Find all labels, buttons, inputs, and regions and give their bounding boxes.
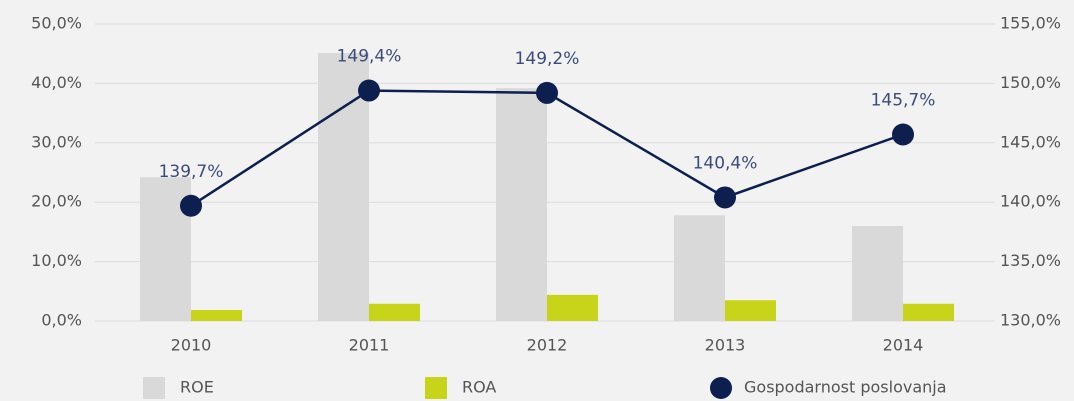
data-label: 139,7%: [159, 162, 224, 182]
y-tick-label: 20,0%: [31, 192, 82, 211]
y2-tick-label: 145,0%: [1000, 132, 1061, 151]
y-tick-label: 30,0%: [31, 132, 82, 151]
point: [358, 79, 380, 102]
x-tick-label: 2012: [527, 336, 568, 355]
y-tick-label: 0,0%: [41, 311, 82, 330]
bar: [903, 303, 954, 321]
y-tick-label: 10,0%: [31, 251, 82, 270]
data-label: 149,2%: [515, 49, 580, 69]
data-label: 149,4%: [337, 47, 402, 67]
x-tick-label: 2010: [171, 336, 212, 355]
point: [536, 81, 558, 104]
legend-marker: [710, 377, 732, 399]
x-tick-label: 2014: [883, 336, 924, 355]
x-tick-label: 2011: [349, 336, 390, 355]
y2-tick-label: 155,0%: [1000, 14, 1061, 33]
y2-tick-label: 150,0%: [1000, 73, 1061, 92]
y-tick-label: 50,0%: [31, 14, 82, 33]
legend-label: ROE: [180, 378, 214, 397]
y2-tick-label: 130,0%: [1000, 311, 1061, 330]
point: [714, 186, 736, 209]
legend-marker: [143, 377, 165, 399]
legend-label: Gospodarnost poslovanja: [744, 378, 947, 397]
legend-marker: [425, 377, 447, 399]
y2-tick-label: 135,0%: [1000, 251, 1061, 270]
legend-label: ROA: [462, 378, 496, 397]
bar: [318, 53, 369, 322]
bar: [674, 215, 725, 321]
point: [892, 123, 914, 146]
bar: [547, 294, 598, 321]
data-label: 145,7%: [871, 90, 936, 110]
bar: [852, 225, 903, 321]
bar: [191, 310, 242, 321]
point: [180, 194, 202, 217]
bar: [369, 303, 420, 321]
x-tick-label: 2013: [705, 336, 746, 355]
y2-tick-label: 140,0%: [1000, 192, 1061, 211]
bar: [725, 300, 776, 321]
bar: [496, 88, 547, 321]
data-label: 140,4%: [693, 153, 758, 173]
y-tick-label: 40,0%: [31, 73, 82, 92]
